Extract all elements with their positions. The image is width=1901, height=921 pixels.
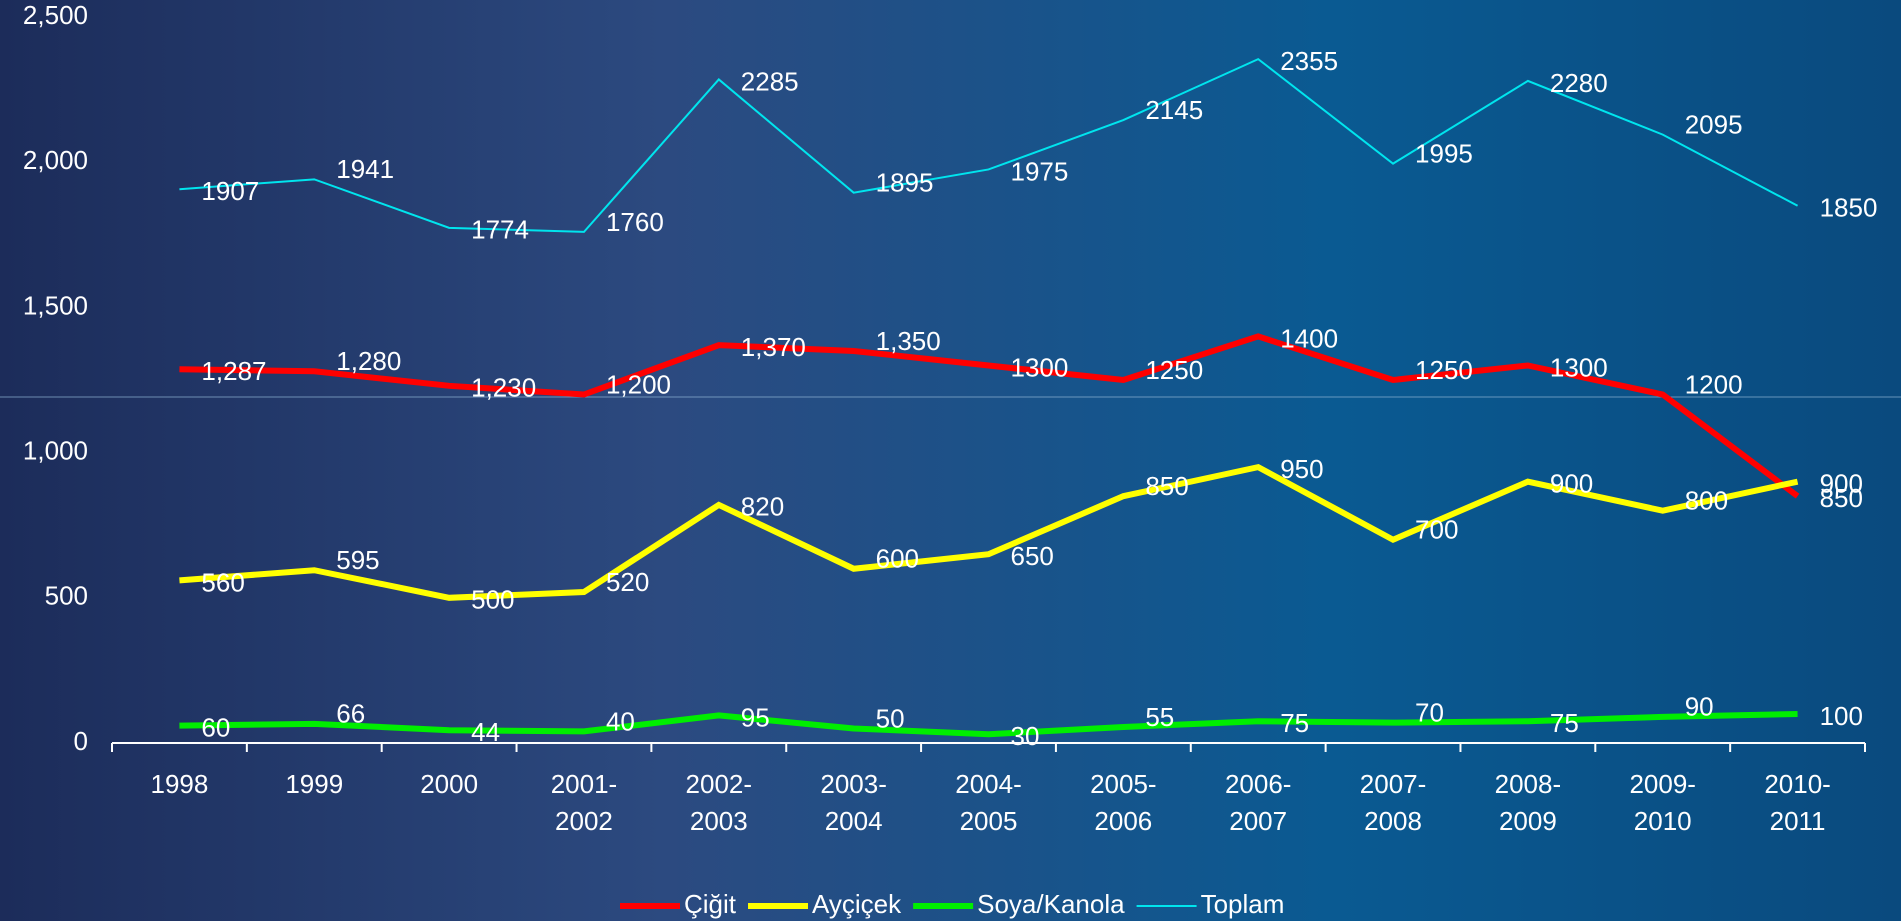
series-line [179,463,1799,601]
data-label: 820 [741,492,784,522]
data-label: 500 [471,585,514,615]
data-label: 2280 [1550,68,1608,98]
x-tick-label: 2008-2009 [1495,769,1562,836]
series-line [179,57,1799,233]
data-label: 1250 [1145,355,1203,385]
data-label: 1200 [1685,369,1743,399]
data-label: 100 [1820,701,1863,731]
data-label: 44 [471,717,500,747]
data-label: 1300 [1550,352,1608,382]
data-label: 900 [1820,469,1863,499]
legend-label: Toplam [1201,889,1285,919]
data-label: 1907 [201,176,259,206]
x-tick-label: 2001-2002 [551,769,618,836]
legend-label: Çiğit [684,889,737,919]
data-label: 75 [1280,708,1309,738]
data-label: 520 [606,567,649,597]
y-tick-label: 2,500 [23,0,88,30]
x-tick-label: 2002-2003 [686,769,753,836]
data-label: 2285 [741,66,799,96]
data-label: 1895 [876,168,934,198]
x-tick-label: 2009-2010 [1629,769,1696,836]
data-label: 1760 [606,207,664,237]
y-tick-label: 1,500 [23,290,88,320]
x-tick-label: 2003-2004 [820,769,887,836]
legend: Çiğit Ayçiçek Soya/Kanola Toplam [620,889,1284,919]
data-label: 900 [1550,469,1593,499]
data-label: 60 [201,712,230,742]
data-label: 2145 [1145,95,1203,125]
data-label: 70 [1415,698,1444,728]
data-label: 40 [606,706,635,736]
data-label: 700 [1415,515,1458,545]
x-tick-label: 2006-2007 [1225,769,1292,836]
data-label: 1850 [1820,193,1878,223]
data-label: 1,350 [876,326,941,356]
data-label: 50 [876,703,905,733]
data-label: 1,200 [606,369,671,399]
x-tick-label: 1998 [151,769,209,799]
data-label: 75 [1550,708,1579,738]
data-label: 650 [1011,541,1054,571]
data-label: 1,230 [471,373,536,403]
legend-label: Ayçiçek [812,889,902,919]
data-label: 95 [741,702,770,732]
y-tick-label: 1,000 [23,435,88,465]
data-label: 1,280 [336,346,401,376]
data-label: 800 [1685,486,1728,516]
x-tick-label: 2007-2008 [1360,769,1427,836]
data-label: 1975 [1011,156,1069,186]
data-label: 1300 [1011,352,1069,382]
data-label: 55 [1145,702,1174,732]
data-label: 2095 [1685,109,1743,139]
data-label: 1,287 [201,356,266,386]
series-line [179,333,1800,499]
y-tick-label: 2,000 [23,145,88,175]
data-label: 850 [1145,471,1188,501]
data-label: 30 [1011,721,1040,751]
data-label: 1400 [1280,323,1338,353]
data-label: 560 [201,567,244,597]
x-tick-label: 2005-2006 [1090,769,1157,836]
data-label: 2355 [1280,46,1338,76]
data-label: 90 [1685,692,1714,722]
x-tick-label: 2004-2005 [955,769,1022,836]
data-label: 1774 [471,215,529,245]
data-label: 850 [1820,483,1863,513]
data-label: 1,370 [741,332,806,362]
data-label: 66 [336,699,365,729]
x-tick-label: 2010-2011 [1764,769,1831,836]
x-tick-label: 1999 [285,769,343,799]
data-label: 1995 [1415,139,1473,169]
y-tick-label: 500 [45,581,88,611]
data-label: 600 [876,544,919,574]
series-line [179,710,1798,738]
data-label: 950 [1280,454,1323,484]
data-label: 595 [336,545,379,575]
legend-label: Soya/Kanola [977,889,1125,919]
x-tick-label: 2000 [420,769,478,799]
data-label: 1941 [336,154,394,184]
y-tick-label: 0 [74,726,88,756]
data-label: 1250 [1415,355,1473,385]
